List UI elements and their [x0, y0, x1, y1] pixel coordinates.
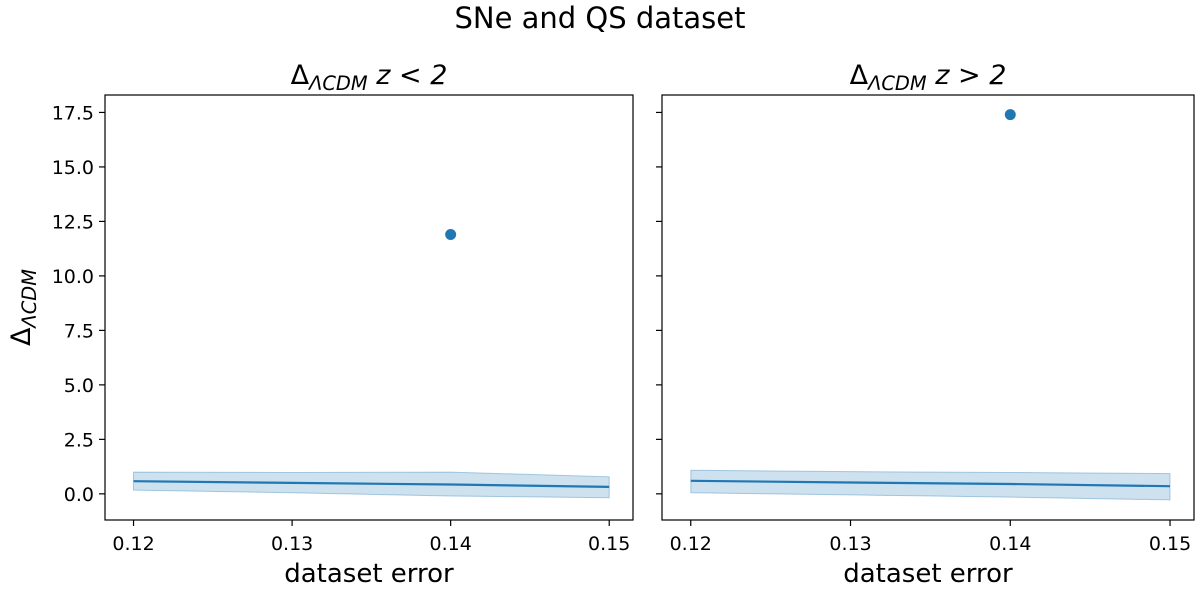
y-tick-label: 17.5 — [52, 102, 94, 124]
y-tick-label: 15.0 — [52, 157, 94, 179]
confidence-band — [690, 469, 1171, 501]
y-tick-label: 10.0 — [52, 266, 94, 288]
mean-line — [133, 480, 610, 488]
y-tick-label: 12.5 — [52, 211, 94, 233]
x-tick-label: 0.12 — [112, 533, 154, 555]
panel-title: ΔΛCDM z > 2 — [850, 60, 1007, 95]
x-tick-label: 0.15 — [1149, 533, 1191, 555]
x-tick-label: 0.14 — [989, 533, 1031, 555]
x-tick-label: 0.13 — [271, 533, 313, 555]
x-tick-label: 0.13 — [829, 533, 871, 555]
y-tick-label: 0.0 — [64, 484, 94, 506]
y-tick-label: 7.5 — [64, 320, 94, 342]
panel-1: 0.12 0.13 0.14 0.15 0.0 2.5 5.0 7.5 10.0 12.5 15.0… — [6, 60, 634, 589]
data-point — [445, 228, 457, 240]
x-tick-label: 0.12 — [670, 533, 712, 555]
x-tick-label: 0.14 — [430, 533, 472, 555]
y-tick-label: 2.5 — [64, 429, 94, 451]
panel-title: ΔΛCDM z < 2 — [291, 60, 448, 95]
figure-title: SNe and QS dataset — [454, 1, 745, 35]
y-tick-label: 5.0 — [64, 375, 94, 397]
mean-line — [690, 479, 1171, 488]
axes-frame — [104, 94, 634, 521]
panel-2: 0.12 0.13 0.14 0.15 dataset error ΔΛCDM z > 2 — [656, 60, 1195, 589]
axes-frame — [661, 94, 1195, 521]
confidence-band — [133, 471, 610, 499]
data-point — [1004, 109, 1016, 121]
x-axis-label: dataset error — [284, 559, 454, 589]
x-axis-label: dataset error — [843, 559, 1013, 589]
y-axis-label: ΔΛCDM — [6, 269, 41, 346]
x-tick-label: 0.15 — [588, 533, 630, 555]
